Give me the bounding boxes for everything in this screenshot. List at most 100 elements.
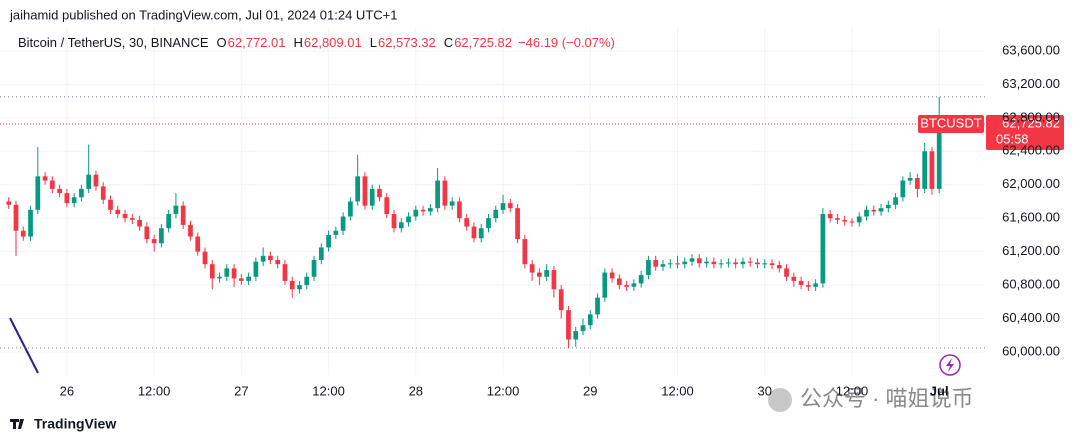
candle-body xyxy=(805,285,811,287)
candle-body xyxy=(769,263,775,266)
candle-body xyxy=(238,278,244,281)
candle-body xyxy=(318,247,324,260)
candle-body xyxy=(86,174,92,189)
candle-body xyxy=(369,188,375,206)
candle-body xyxy=(391,214,397,229)
candle-body xyxy=(35,176,41,210)
candle-body xyxy=(798,280,804,286)
candle-body xyxy=(529,264,535,273)
candle-body xyxy=(311,260,317,277)
price-badge-label: 62,725.82 xyxy=(1002,115,1060,130)
candle-body xyxy=(500,203,506,210)
candle-body xyxy=(326,234,331,248)
candle-body xyxy=(180,205,186,225)
candle-body xyxy=(449,201,455,206)
x-tick-label: 12:00 xyxy=(836,383,869,398)
candle-body xyxy=(427,208,433,212)
candle-body xyxy=(166,214,172,229)
candle-body xyxy=(377,188,382,198)
candle-body xyxy=(348,201,353,217)
candle-body xyxy=(936,124,942,189)
candle-body xyxy=(71,197,77,204)
candle-body xyxy=(457,201,462,219)
legend-change: −46.19 (−0.07%) xyxy=(518,35,615,50)
y-tick-label: 62,800.00 xyxy=(1002,109,1060,124)
candle-body xyxy=(435,180,440,209)
candle-body xyxy=(493,209,499,219)
x-tick-label: 26 xyxy=(60,383,74,398)
candle-body xyxy=(595,297,600,315)
candle-body xyxy=(442,180,448,206)
candle-body xyxy=(93,174,99,187)
legend-symbol: Bitcoin / TetherUS, 30, BINANCE xyxy=(18,35,209,50)
candle-body xyxy=(486,218,491,229)
candle-body xyxy=(173,205,179,214)
candle-body xyxy=(79,188,84,198)
candle-body xyxy=(224,268,230,277)
candle-body xyxy=(929,151,935,189)
legend-value: 62,772.01 xyxy=(228,35,286,50)
candle-body xyxy=(28,209,33,237)
candle-body xyxy=(507,203,513,209)
candle-body xyxy=(108,199,113,210)
candle-body xyxy=(413,209,419,217)
candle-body xyxy=(878,208,884,212)
candle-body xyxy=(864,209,869,217)
price-badge xyxy=(986,115,1064,151)
candle-body xyxy=(340,216,346,231)
y-tick-label: 60,000.00 xyxy=(1002,343,1060,358)
candle-body xyxy=(871,209,877,212)
symbol-badge-label: BTCUSDT xyxy=(920,115,981,130)
candle-body xyxy=(609,272,615,279)
candle-body xyxy=(820,214,826,284)
candle-body xyxy=(587,314,593,326)
candle-body xyxy=(268,255,273,260)
candle-body xyxy=(893,197,898,205)
candle-body xyxy=(849,221,855,223)
candle-body xyxy=(885,204,891,209)
candle-body xyxy=(217,276,222,279)
candle-body xyxy=(726,262,731,264)
watermark: 公众号 · 喵姐说币 xyxy=(800,386,974,411)
candle-body xyxy=(57,188,62,194)
legend-value: 62,573.32 xyxy=(378,35,436,50)
candle-body xyxy=(915,178,920,189)
candle-body xyxy=(791,276,797,281)
candle-body xyxy=(566,310,571,340)
candle-body xyxy=(159,228,164,244)
candle-body xyxy=(195,236,201,252)
candle-body xyxy=(718,263,724,265)
candle-body xyxy=(137,219,142,227)
y-tick-label: 61,600.00 xyxy=(1002,210,1060,225)
legend-value: 62,809.01 xyxy=(304,35,362,50)
candle-body xyxy=(398,222,404,229)
candle-body xyxy=(406,216,411,223)
legend-key: H xyxy=(293,35,302,50)
candle-body xyxy=(537,272,542,277)
candle-body xyxy=(515,208,520,240)
x-tick-label: 12:00 xyxy=(487,383,520,398)
plot-area xyxy=(0,96,985,374)
candle-body xyxy=(835,218,840,220)
candle-body xyxy=(638,275,644,284)
x-tick-label: 29 xyxy=(583,383,597,398)
candle-body xyxy=(704,261,709,264)
candle-body xyxy=(362,176,368,206)
y-tick-label: 60,400.00 xyxy=(1002,310,1060,325)
candle-body xyxy=(602,272,608,298)
candle-body xyxy=(471,226,477,239)
candle-body xyxy=(42,176,48,181)
y-tick-label: 62,000.00 xyxy=(1002,176,1060,191)
candle-body xyxy=(544,270,550,277)
candle-body xyxy=(355,176,361,202)
candle-body xyxy=(209,264,215,279)
candle-body xyxy=(711,261,717,265)
candle-body xyxy=(616,278,622,286)
y-tick-label: 63,200.00 xyxy=(1002,76,1060,91)
candle-body xyxy=(558,289,564,311)
candle-body xyxy=(653,260,659,267)
legend-key: L xyxy=(370,35,377,50)
candle-body xyxy=(253,261,259,277)
